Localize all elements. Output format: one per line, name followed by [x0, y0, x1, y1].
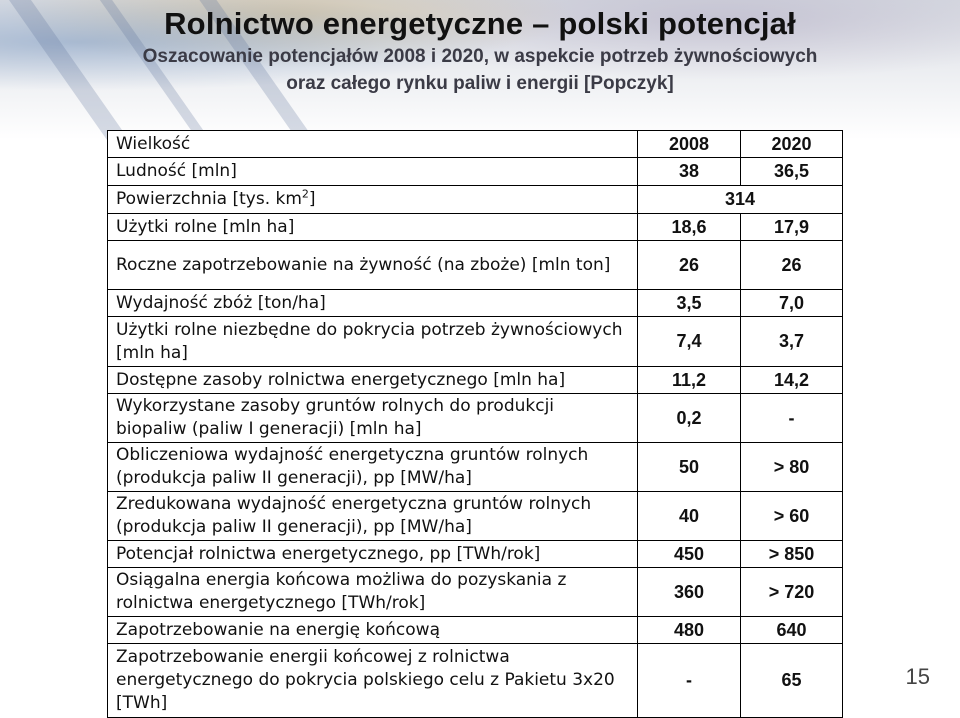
- table-row: Ludność [mln] 38 36,5: [107, 157, 843, 186]
- table-row-area: Powierzchnia [tys. km2] 314: [107, 185, 843, 214]
- value-2020: 7,0: [740, 289, 843, 317]
- value-2020: 36,5: [740, 157, 843, 186]
- data-table: Wielkość 2008 2020 Ludność [mln] 38 36,5…: [107, 130, 843, 718]
- table-row: Wykorzystane zasoby gruntów rolnych do p…: [107, 393, 843, 443]
- row-label: Użytki rolne niezbędne do pokrycia potrz…: [107, 316, 638, 367]
- table-header-row: Wielkość 2008 2020: [107, 130, 843, 158]
- row-label: Roczne zapotrzebowanie na żywność (na zb…: [107, 240, 638, 290]
- table-row: Zapotrzebowanie na energię końcową 480 6…: [107, 616, 843, 644]
- value-2020: > 850: [740, 540, 843, 568]
- value-2008: -: [637, 643, 741, 718]
- page-number: 15: [905, 664, 930, 689]
- header-2020: 2020: [740, 130, 843, 158]
- value-2008: 360: [637, 567, 741, 617]
- value-2008: 3,5: [637, 289, 741, 317]
- value-2020: 65: [740, 643, 843, 718]
- row-label: Użytki rolne [mln ha]: [107, 213, 638, 241]
- value-2008: 18,6: [637, 213, 741, 241]
- header-label: Wielkość: [107, 130, 638, 158]
- table-row: Potencjał rolnictwa energetycznego, pp […: [107, 540, 843, 568]
- table-row: Osiągalna energia końcowa możliwa do poz…: [107, 567, 843, 617]
- row-label: Dostępne zasoby rolnictwa energetycznego…: [107, 366, 638, 394]
- table-row: Wydajność zbóż [ton/ha] 3,5 7,0: [107, 289, 843, 317]
- value-2008: 7,4: [637, 316, 741, 367]
- value-area-merged: 314: [637, 185, 843, 214]
- area-label-text: Powierzchnia [tys. km: [116, 189, 302, 209]
- value-2020: -: [740, 393, 843, 443]
- row-label: Obliczeniowa wydajność energetyczna grun…: [107, 442, 638, 492]
- value-2008: 11,2: [637, 366, 741, 394]
- value-2008: 26: [637, 240, 741, 290]
- value-2020: > 60: [740, 491, 843, 541]
- row-label: Zapotrzebowanie energii końcowej z rolni…: [107, 643, 638, 718]
- slide-subtitle-line1: Oszacowanie potencjałów 2008 i 2020, w a…: [142, 46, 818, 67]
- row-label-area: Powierzchnia [tys. km2]: [107, 185, 638, 214]
- table-row: Roczne zapotrzebowanie na żywność (na zb…: [107, 240, 843, 290]
- value-2008: 450: [637, 540, 741, 568]
- value-2020: > 80: [740, 442, 843, 492]
- row-label: Osiągalna energia końcowa możliwa do poz…: [107, 567, 638, 617]
- value-2020: 14,2: [740, 366, 843, 394]
- row-label: Wydajność zbóż [ton/ha]: [107, 289, 638, 317]
- row-label: Zredukowana wydajność energetyczna grunt…: [107, 491, 638, 541]
- value-2020: 26: [740, 240, 843, 290]
- slide-subtitle-line2: oraz całego rynku paliw i energii [Popcz…: [286, 73, 674, 94]
- row-label: Wykorzystane zasoby gruntów rolnych do p…: [107, 393, 638, 443]
- table-row: Obliczeniowa wydajność energetyczna grun…: [107, 442, 843, 492]
- value-2020: 3,7: [740, 316, 843, 367]
- value-2008: 40: [637, 491, 741, 541]
- slide-title: Rolnictwo energetyczne – polski potencja…: [164, 6, 796, 41]
- area-label-superscript: 2: [301, 187, 309, 201]
- value-2020: 640: [740, 616, 843, 644]
- table-row: Użytki rolne niezbędne do pokrycia potrz…: [107, 316, 843, 367]
- row-label: Zapotrzebowanie na energię końcową: [107, 616, 638, 644]
- table-row: Zredukowana wydajność energetyczna grunt…: [107, 491, 843, 541]
- header-2008: 2008: [637, 130, 741, 158]
- header-background: [0, 0, 960, 166]
- area-label-suffix: ]: [308, 189, 316, 209]
- value-2008: 50: [637, 442, 741, 492]
- value-2020: > 720: [740, 567, 843, 617]
- value-2008: 38: [637, 157, 741, 186]
- table-row: Zapotrzebowanie energii końcowej z rolni…: [107, 643, 843, 718]
- value-2008: 480: [637, 616, 741, 644]
- row-label: Potencjał rolnictwa energetycznego, pp […: [107, 540, 638, 568]
- row-label: Ludność [mln]: [107, 157, 638, 186]
- value-2020: 17,9: [740, 213, 843, 241]
- value-2008: 0,2: [637, 393, 741, 443]
- table-row: Dostępne zasoby rolnictwa energetycznego…: [107, 366, 843, 394]
- table-row: Użytki rolne [mln ha] 18,6 17,9: [107, 213, 843, 241]
